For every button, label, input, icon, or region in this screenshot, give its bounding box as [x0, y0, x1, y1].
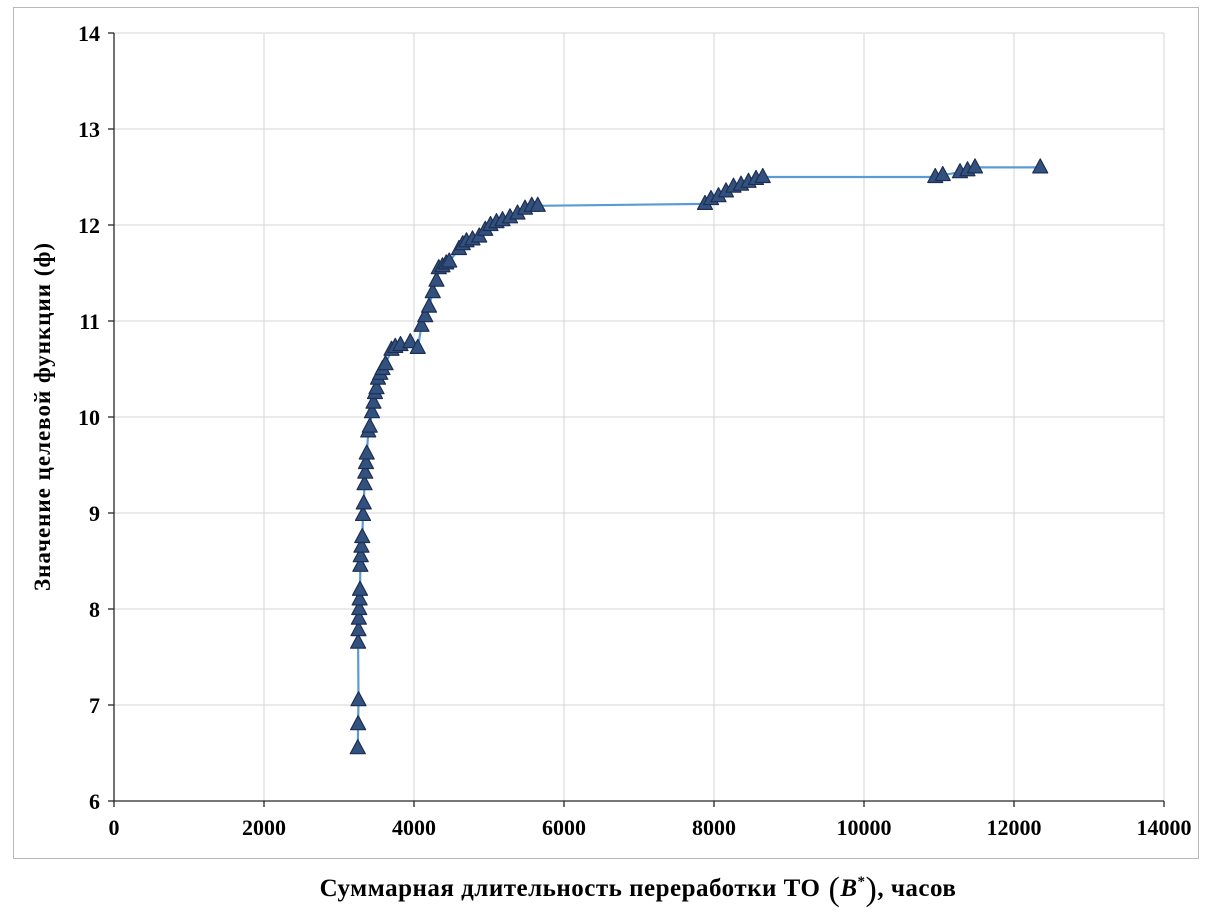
x-tick-label: 12000 — [987, 815, 1042, 840]
y-tick-label: 9 — [89, 501, 100, 526]
y-tick-label: 14 — [78, 21, 100, 46]
data-point-marker — [420, 297, 438, 313]
axes — [108, 32, 1165, 807]
x-tick-label: 2000 — [242, 815, 286, 840]
x-tick-label: 0 — [109, 815, 120, 840]
data-point-marker — [351, 580, 369, 596]
data-point-marker — [368, 379, 385, 395]
x-title-paren-open-icon: ( — [828, 871, 841, 908]
x-tick-label: 14000 — [1137, 815, 1192, 840]
y-tick-label: 8 — [89, 597, 100, 622]
x-title-variable-superscript: * — [857, 874, 866, 890]
data-point-marker — [361, 417, 378, 433]
data-point-marker — [350, 691, 367, 707]
data-point-marker — [352, 547, 369, 563]
y-tick-label: 12 — [78, 213, 100, 238]
data-point-marker — [417, 307, 434, 323]
data-point-marker — [966, 158, 984, 174]
x-title-paren-close-icon: ) — [865, 871, 878, 908]
y-tick-labels: 6 7 8 9 10 11 12 13 14 — [78, 21, 100, 814]
x-title-variable-letter: B — [840, 875, 858, 902]
chart-area: Значение целевой функции (ф) 0 2000 4000 60… — [13, 7, 1199, 859]
data-point-marker — [934, 165, 951, 182]
y-axis-title: Значение целевой функции (ф) — [30, 241, 55, 591]
y-tick-label: 13 — [78, 117, 100, 142]
data-point-marker — [354, 527, 371, 544]
x-title-variable: B* — [840, 874, 866, 902]
data-point-marker — [352, 556, 369, 572]
gridlines — [113, 32, 1165, 802]
plot-canvas: 0 2000 4000 6000 8000 10000 12000 14000 6 7 8 9 10 11… — [78, 21, 1192, 840]
data-point-marker — [377, 355, 394, 371]
y-tick-label: 11 — [79, 309, 100, 334]
x-tick-label: 6000 — [542, 815, 586, 840]
x-title-prefix: Суммарная длительность переработки ТО — [319, 875, 821, 902]
data-point-marker — [353, 537, 370, 553]
data-point-marker — [402, 333, 419, 349]
data-point-marker — [428, 271, 445, 287]
data-point-marker — [1032, 158, 1049, 174]
data-point-marker — [358, 444, 375, 460]
data-point-marker — [355, 494, 372, 510]
data-point-marker — [351, 599, 368, 616]
data-point-marker — [363, 403, 381, 419]
data-point-marker — [350, 621, 367, 637]
data-point-marker — [349, 739, 366, 755]
data-point-marker — [350, 715, 367, 731]
x-axis-title: Суммарная длительность переработки ТО (B*… — [113, 873, 1163, 907]
data-point-marker — [350, 609, 367, 625]
data-point-marker — [357, 463, 374, 479]
x-tick-label: 8000 — [692, 815, 736, 840]
x-tick-label: 10000 — [837, 815, 892, 840]
y-tick-label: 7 — [89, 693, 100, 718]
data-point-marker — [365, 393, 382, 409]
data-point-marker — [529, 196, 546, 212]
data-point-marker — [350, 633, 367, 649]
data-point-marker — [356, 475, 373, 491]
data-point-marker — [409, 338, 426, 354]
data-point-marker — [754, 167, 771, 184]
data-point-marker — [354, 505, 372, 522]
data-point-marker — [441, 252, 458, 268]
y-tick-label: 10 — [78, 405, 100, 430]
x-title-suffix: , часов — [877, 875, 957, 902]
data-point-marker — [351, 590, 368, 606]
data-point-marker — [413, 316, 430, 332]
x-tick-label: 4000 — [392, 815, 436, 840]
data-point-marker — [424, 283, 441, 299]
data-point-markers — [349, 158, 1049, 755]
y-tick-label: 6 — [89, 789, 100, 814]
data-point-marker — [357, 453, 375, 470]
x-tick-labels: 0 2000 4000 6000 8000 10000 12000 14000 — [109, 815, 1192, 840]
